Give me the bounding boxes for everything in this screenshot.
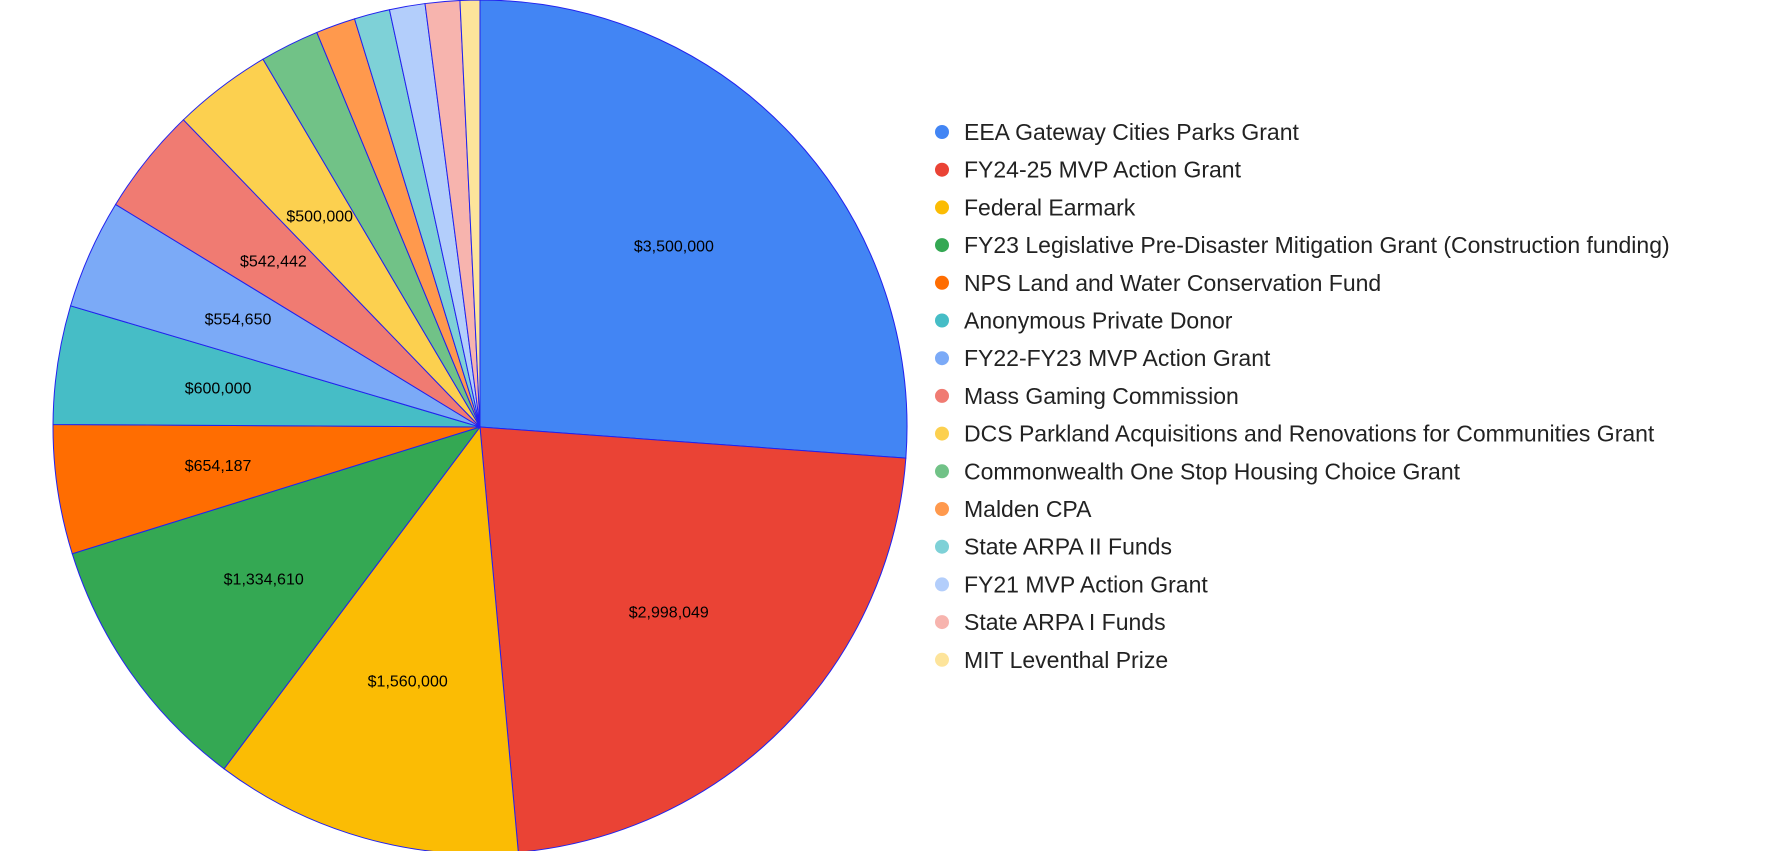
pie-slice-mit-leventhal-prize xyxy=(459,0,481,428)
legend-label: Commonwealth One Stop Housing Choice Gra… xyxy=(964,458,1461,484)
legend-item: Commonwealth One Stop Housing Choice Gra… xyxy=(935,458,1461,484)
legend-item: Federal Earmark xyxy=(935,194,1136,220)
legend-item: FY22-FY23 MVP Action Grant xyxy=(935,345,1271,371)
legend-label: Malden CPA xyxy=(964,496,1092,522)
slice-value-label: $654,187 xyxy=(185,458,252,475)
legend-label: FY24-25 MVP Action Grant xyxy=(964,157,1242,183)
slice-value-label: $3,500,000 xyxy=(634,239,714,256)
legend-label: FY22-FY23 MVP Action Grant xyxy=(964,345,1271,371)
legend-swatch xyxy=(935,615,949,630)
legend-item: FY24-25 MVP Action Grant xyxy=(935,157,1242,183)
legend-swatch xyxy=(935,313,949,328)
legend-label: Anonymous Private Donor xyxy=(964,308,1233,334)
legend-item: EEA Gateway Cities Parks Grant xyxy=(935,119,1300,145)
legend-label: MIT Leventhal Prize xyxy=(964,647,1168,673)
pie-slice-federal-earmark xyxy=(223,425,519,851)
legend-swatch xyxy=(935,238,949,253)
legend-item: Malden CPA xyxy=(935,496,1092,522)
legend-item: Anonymous Private Donor xyxy=(935,308,1233,334)
slice-value-label: $500,000 xyxy=(286,208,353,225)
legend-item: State ARPA II Funds xyxy=(935,534,1172,560)
legend-swatch xyxy=(935,125,949,139)
legend-label: Mass Gaming Commission xyxy=(964,383,1239,409)
legend-swatch xyxy=(935,539,949,554)
legend-item: MIT Leventhal Prize xyxy=(935,647,1168,673)
legend-item: NPS Land and Water Conservation Fund xyxy=(935,270,1381,296)
slice-value-labels: $3,500,000 $2,998,049 $1,560,000 $1,334,610… xyxy=(185,208,714,690)
legend-swatch xyxy=(935,426,949,441)
legend-label: State ARPA I Funds xyxy=(964,609,1166,635)
legend-label: State ARPA II Funds xyxy=(964,534,1172,560)
legend-label: NPS Land and Water Conservation Fund xyxy=(964,270,1381,296)
legend-item: State ARPA I Funds xyxy=(935,609,1166,635)
legend-label: DCS Parkland Acquisitions and Renovation… xyxy=(964,421,1655,447)
legend-item: FY23 Legislative Pre-Disaster Mitigation… xyxy=(935,232,1670,258)
pie-slices xyxy=(52,0,908,851)
legend-swatch xyxy=(935,388,949,403)
legend-swatch xyxy=(935,502,949,516)
legend-item: DCS Parkland Acquisitions and Renovation… xyxy=(935,421,1655,447)
slice-value-label: $2,998,049 xyxy=(629,605,709,622)
legend-swatch xyxy=(935,200,949,215)
legend-label: Federal Earmark xyxy=(964,194,1136,220)
legend-swatch xyxy=(935,351,949,366)
pie-slice-fy23-legislative-pre-disaster-mitigation-grant-construction-funding xyxy=(71,426,482,770)
legend-swatch xyxy=(935,577,949,592)
legend-swatch xyxy=(935,162,949,177)
legend-label: FY23 Legislative Pre-Disaster Mitigation… xyxy=(964,232,1670,258)
slice-value-label: $1,334,610 xyxy=(224,572,304,589)
pie-slice-eea-gateway-cities-parks-grant xyxy=(479,0,908,459)
slice-value-label: $1,560,000 xyxy=(368,674,448,691)
legend-item: FY21 MVP Action Grant xyxy=(935,571,1208,597)
legend-label: FY21 MVP Action Grant xyxy=(964,571,1208,597)
slice-value-label: $554,650 xyxy=(205,312,272,329)
legend-label: EEA Gateway Cities Parks Grant xyxy=(964,119,1300,145)
chart-legend: EEA Gateway Cities Parks Grant FY24-25 MV… xyxy=(935,119,1670,673)
legend-swatch xyxy=(935,275,949,290)
legend-swatch xyxy=(935,652,949,667)
legend-item: Mass Gaming Commission xyxy=(935,383,1239,409)
slice-value-label: $600,000 xyxy=(185,380,252,397)
pie-slice-fy24-25-mvp-action-grant xyxy=(479,426,907,851)
legend-swatch xyxy=(935,464,949,479)
slice-value-label: $542,442 xyxy=(240,253,307,270)
